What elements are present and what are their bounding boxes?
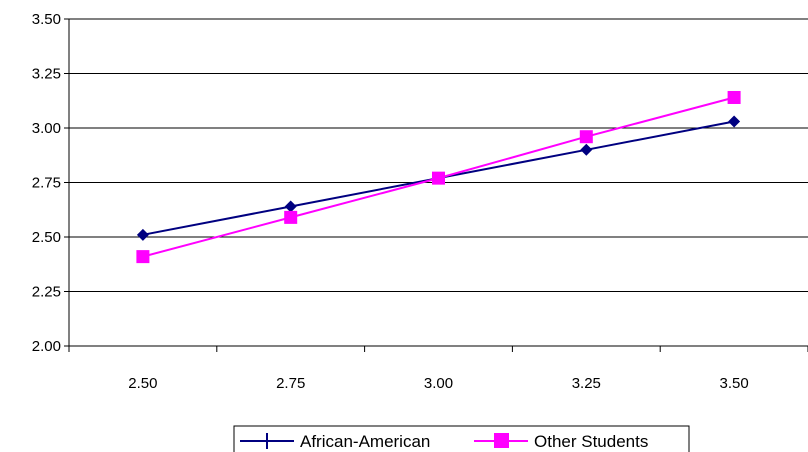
y-tick-label: 3.00 bbox=[32, 120, 61, 137]
y-tick-label: 2.75 bbox=[32, 175, 61, 192]
x-tick-label: 3.25 bbox=[572, 375, 601, 392]
legend-label: Other Students bbox=[534, 432, 648, 451]
y-tick-label: 3.50 bbox=[32, 11, 61, 28]
legend: African-American Other Students bbox=[233, 425, 690, 452]
y-tick-label: 3.25 bbox=[32, 66, 61, 83]
y-tick-label: 2.50 bbox=[32, 229, 61, 246]
legend-marker bbox=[494, 433, 509, 448]
data-point bbox=[579, 130, 593, 144]
data-point bbox=[728, 115, 741, 128]
y-tick-label: 2.00 bbox=[32, 338, 61, 355]
series-group bbox=[136, 90, 741, 264]
x-tick-label: 3.00 bbox=[424, 375, 453, 392]
data-point bbox=[284, 200, 297, 213]
axes bbox=[64, 18, 808, 352]
y-tick-labels: 2.00 2.25 2.50 2.75 3.00 3.25 3.50 bbox=[32, 11, 61, 355]
x-tick-label: 3.50 bbox=[719, 375, 748, 392]
gridlines bbox=[69, 18, 808, 347]
x-tick-label: 2.50 bbox=[128, 375, 157, 392]
legend-label: African-American bbox=[300, 432, 430, 451]
y-tick-label: 2.25 bbox=[32, 284, 61, 301]
data-point bbox=[136, 250, 150, 264]
legend-box bbox=[233, 425, 690, 452]
data-point bbox=[727, 90, 741, 104]
data-point bbox=[432, 171, 445, 185]
x-tick-label: 2.75 bbox=[276, 375, 305, 392]
x-tick-labels: 2.50 2.75 3.00 3.25 3.50 bbox=[128, 375, 748, 392]
data-point bbox=[580, 143, 593, 156]
data-point bbox=[136, 228, 149, 241]
data-point bbox=[284, 210, 298, 224]
